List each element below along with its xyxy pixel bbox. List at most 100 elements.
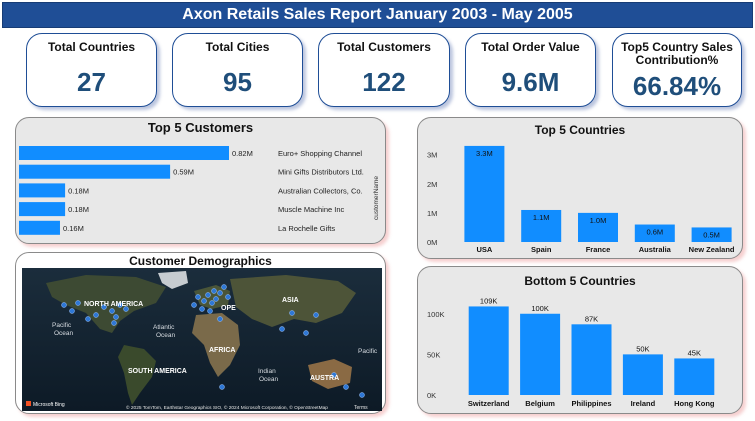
bottom-countries-chart: 0K 50K 100K 109K Switzerland 100K Belgium 87K Ph… [427,296,715,408]
kpi-label: Top5 Country Sales Contribution% [621,40,733,67]
top-countries-panel[interactable]: Top 5 Countries 0M 1M 2M 3M 3.3M USA 1.1M Spain… [417,117,743,259]
north-america-land [46,275,166,333]
x-tick-label: USA [476,245,492,254]
customer-axis-label: customerName [373,176,380,220]
customer-name-label: Australian Collectors, Co. [278,186,363,195]
map-label-atlantic: Atlantic Ocean [153,324,176,339]
greenland-land [158,271,188,289]
map-label-pacific-right: Pacific [358,348,378,355]
bar-data-label: 50K [636,344,649,353]
y-tick-label: 0M [427,238,437,247]
kpi-value: 95 [223,67,252,97]
x-tick-label: Spain [531,245,552,254]
map-label-pacific: Pacific Ocean [52,322,74,337]
customer-demographics-panel[interactable]: Customer Demographics [15,252,386,414]
y-tick-label: 50K [427,350,440,359]
country-bar [691,227,732,242]
country-bar [578,212,618,242]
x-tick-label: Australia [639,245,672,254]
kpi-card-total-countries[interactable]: Total Countries 27 [26,33,157,107]
y-tick-label: 0K [427,391,436,400]
bing-logo-icon [26,401,31,406]
map-label-indian: Indian Ocean [258,368,279,383]
map-label-africa: AFRICA [209,347,235,354]
bar-data-label: 45K [688,348,701,357]
customer-bar-label: 0.18M [68,205,89,214]
kpi-label: Total Countries [47,40,136,54]
world-map[interactable]: NORTH AMERICA OPE ASIA AFRICA SOUTH AMER… [16,253,387,415]
x-tick-label: Hong Kong [674,399,715,408]
bar-data-label: 87K [585,314,598,323]
kpi-value: 66.84% [632,71,722,101]
country-bar [521,209,562,242]
kpi-card-total-order-value[interactable]: Total Order Value 9.6M [465,33,596,107]
map-terms-link[interactable]: Terms [354,405,368,411]
map-label-europe: OPE [221,305,236,312]
map-label-australia: AUSTRA [310,375,339,382]
map-label-asia: ASIA [282,297,299,304]
south-america-land [118,345,156,405]
customer-name-label: Muscle Machine Inc [278,205,345,214]
customer-name-label: La Rochelle Gifts [278,224,335,233]
x-tick-label: Philippines [571,399,611,408]
top-customers-panel[interactable]: Top 5 Customers 0.82M Euro+ Shopping Chan… [15,117,386,244]
bottom-countries-panel[interactable]: Bottom 5 Countries 0K 50K 100K 109K Switzerl… [417,266,743,414]
bar-data-label: 1.0M [590,216,607,225]
country-bar [674,358,715,395]
customer-bar [19,146,229,160]
customer-bar [19,183,66,198]
y-tick-label: 3M [427,151,437,160]
report-title: Axon Retails Sales Report January 2003 -… [2,2,753,28]
x-tick-label: France [586,245,611,254]
customer-bar-label: 0.18M [68,186,89,195]
kpi-card-top5-contribution[interactable]: Top5 Country Sales Contribution% 66.84% [612,33,742,107]
y-tick-label: 1M [427,209,437,218]
bar-data-label: 109K [480,296,498,305]
bottom-countries-title: Bottom 5 Countries [524,274,636,288]
bar-data-label: 3.3M [476,149,493,158]
map-label-north-america: NORTH AMERICA [84,301,143,308]
top-countries-title: Top 5 Countries [534,123,626,137]
customer-bar [19,164,171,179]
customer-bar [19,220,60,235]
country-bar [634,224,675,242]
country-bar [622,354,663,395]
kpi-value: 9.6M [501,67,560,97]
top-customers-title: Top 5 Customers [147,120,254,135]
country-bar [468,306,509,395]
kpi-card-total-customers[interactable]: Total Customers 122 [318,33,450,107]
customer-bar-label: 0.16M [63,224,84,233]
y-tick-label: 100K [427,310,445,319]
x-tick-label: Belgium [525,399,555,408]
map-label-south-america: SOUTH AMERICA [128,368,187,375]
y-tick-label: 2M [427,180,437,189]
kpi-label: Total Customers [337,40,431,54]
x-tick-label: New Zealand [689,245,735,254]
top-customers-chart: 0.82M Euro+ Shopping Channel 0.59M Mini Gif… [19,146,380,235]
kpi-label: Total Cities [205,40,270,54]
customer-bar-label: 0.59M [173,168,194,177]
kpi-label: Total Order Value [481,40,580,54]
bar-data-label: 100K [531,304,549,313]
customer-bar-label: 0.82M [232,149,253,158]
country-bar [571,324,612,395]
top-countries-chart: 0M 1M 2M 3M 3.3M USA 1.1M Spain 1.0M France 0.6M Au… [427,145,735,254]
country-bar [520,313,561,395]
bar-data-label: 0.6M [646,228,663,237]
customer-bar [19,202,66,217]
africa-land [192,313,240,377]
kpi-value: 27 [77,67,106,97]
x-tick-label: Switzerland [468,399,510,408]
australia-land [308,359,352,389]
kpi-value: 122 [362,67,406,97]
country-bar [464,145,505,242]
kpi-card-total-cities[interactable]: Total Cities 95 [172,33,303,107]
x-tick-label: Ireland [631,399,656,408]
map-brand: Microsoft Bing [33,402,65,408]
map-title: Customer Demographics [129,254,272,268]
customer-name-label: Euro+ Shopping Channel [278,149,362,158]
bar-data-label: 0.5M [703,230,720,239]
asia-land [230,275,356,327]
customer-name-label: Mini Gifts Distributors Ltd. [278,168,364,177]
